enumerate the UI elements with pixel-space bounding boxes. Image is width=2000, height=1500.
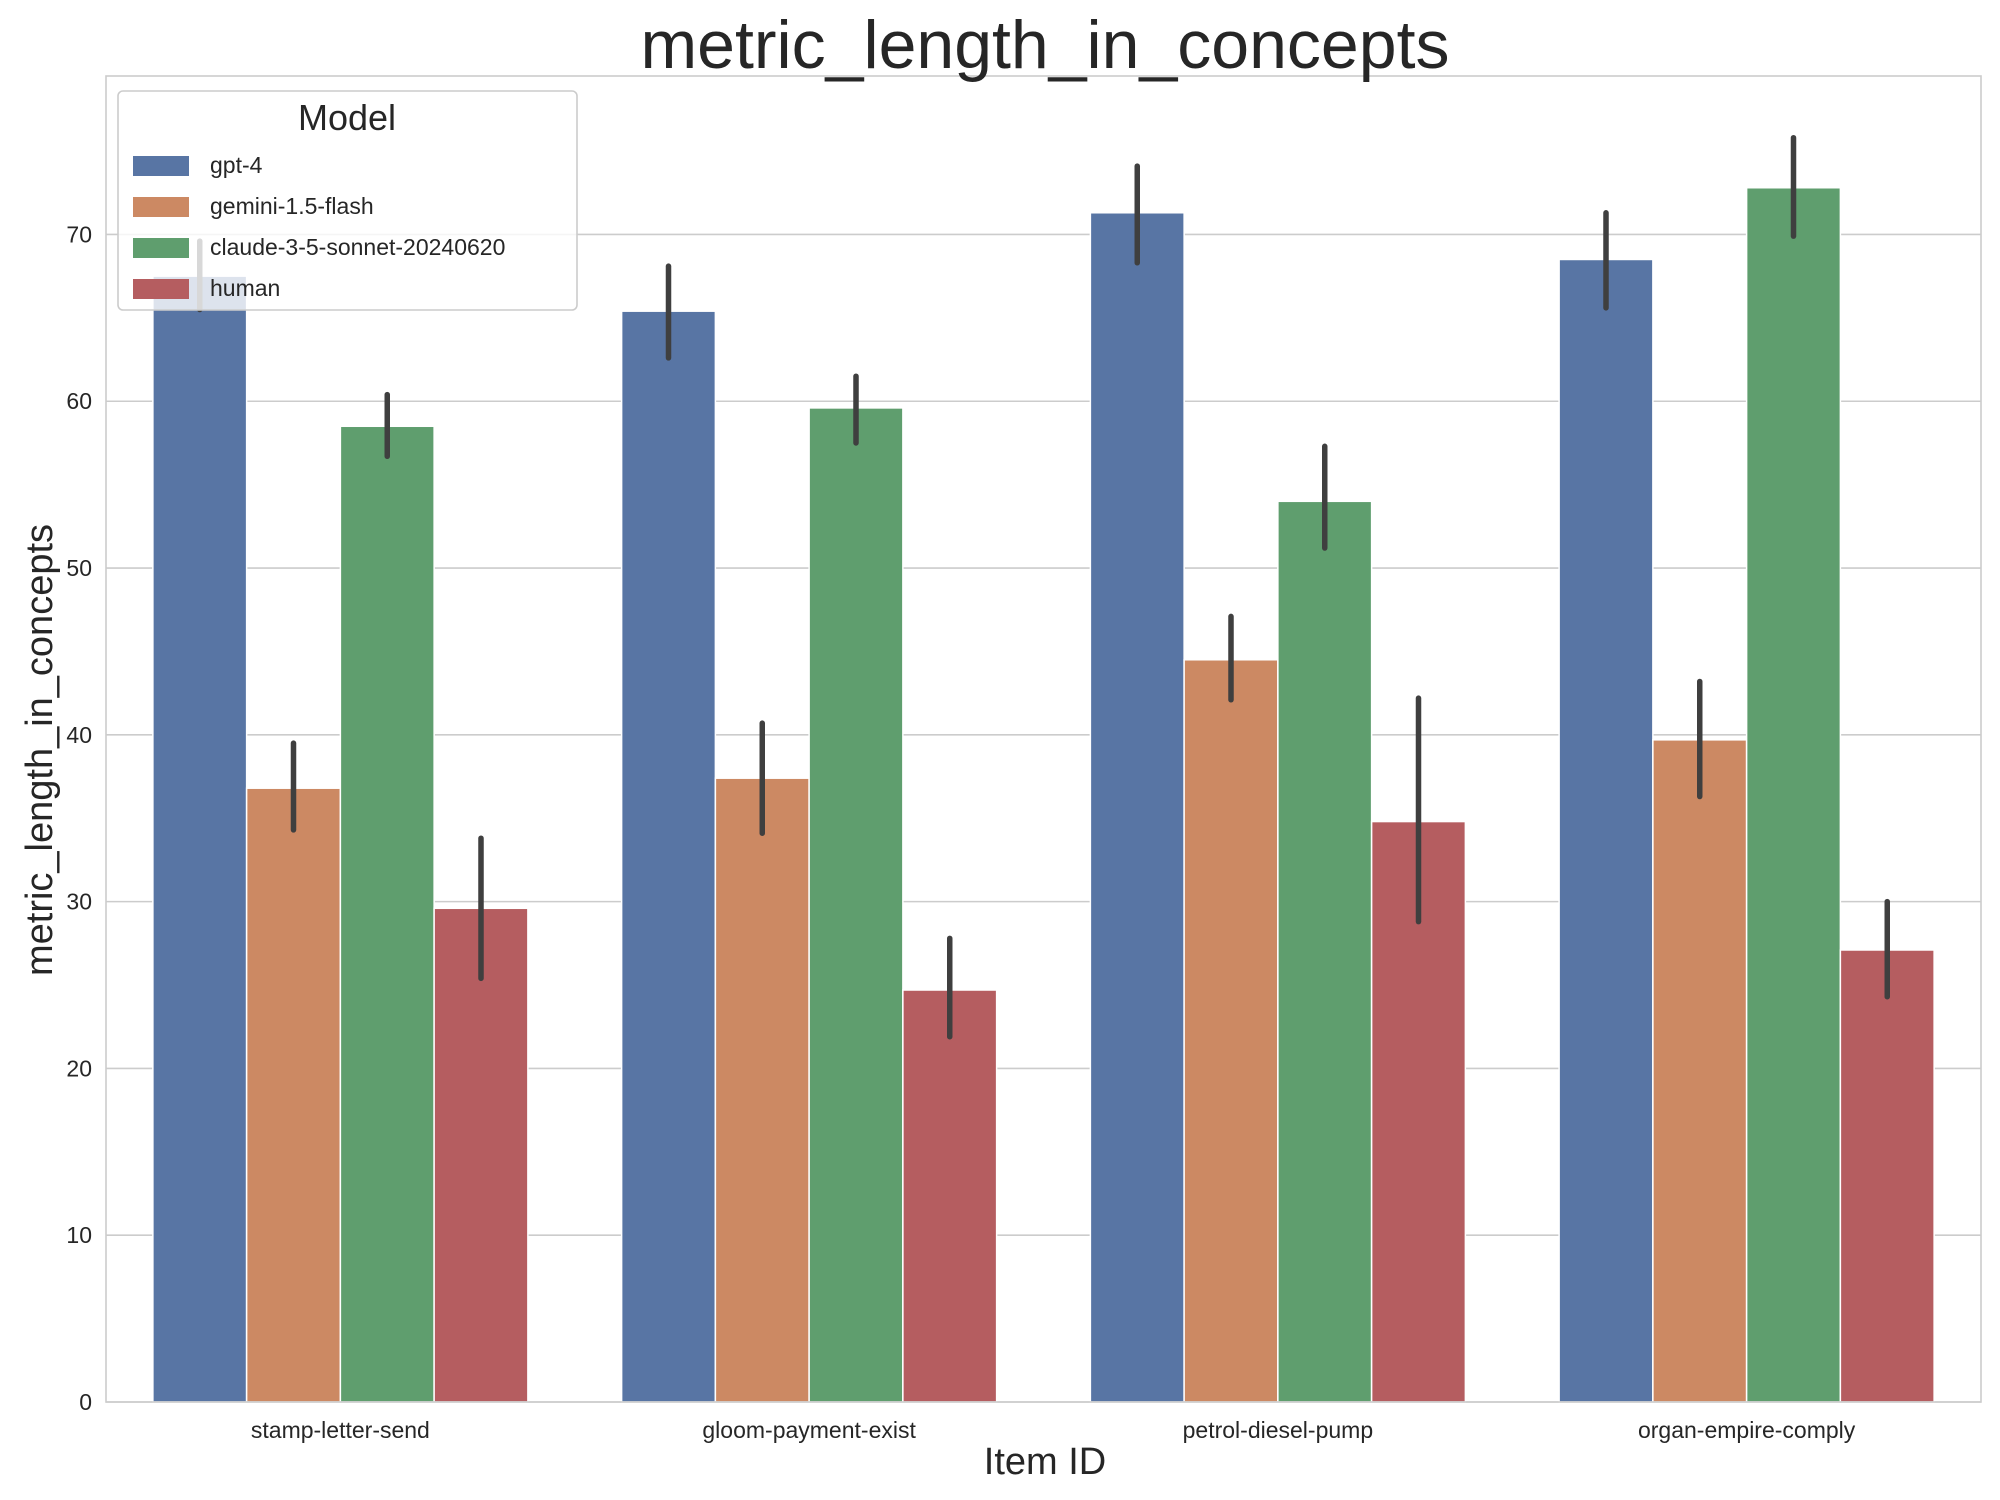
bar-gemini-1.5-flash-organ-empire-comply xyxy=(1652,739,1748,1403)
bar-claude-3-5-sonnet-20240620-stamp-letter-send xyxy=(339,425,435,1403)
y-tick-label: 40 xyxy=(66,722,92,748)
x-axis-label: Item ID xyxy=(984,1441,1106,1483)
bars xyxy=(152,187,1935,1403)
y-tick-label: 20 xyxy=(66,1055,92,1081)
bar-human-gloom-payment-exist xyxy=(902,989,998,1403)
y-tick-label: 60 xyxy=(66,388,92,414)
y-tick-label: 50 xyxy=(66,555,92,581)
y-tick-label: 10 xyxy=(66,1222,92,1248)
bar-claude-3-5-sonnet-20240620-gloom-payment-exist xyxy=(808,407,904,1403)
legend-label-gemini-1.5-flash: gemini-1.5-flash xyxy=(210,193,374,219)
bar-human-stamp-letter-send xyxy=(433,907,529,1403)
y-tick-label: 70 xyxy=(66,221,92,247)
legend-label-claude-3-5-sonnet-20240620: claude-3-5-sonnet-20240620 xyxy=(210,234,505,260)
x-tick-label: gloom-payment-exist xyxy=(702,1417,916,1443)
legend-items: gpt-4 gemini-1.5-flash claude-3-5-sonnet-2… xyxy=(133,152,505,301)
x-tick-label: stamp-letter-send xyxy=(251,1417,430,1443)
x-tick-labels: stamp-letter-send gloom-payment-exist petr… xyxy=(251,1417,1856,1443)
y-tick-labels: 0 10 20 30 40 50 60 70 xyxy=(66,221,92,1415)
legend: Model gpt-4 gemini-1.5-flash claude-3-5-so… xyxy=(117,90,578,311)
legend-swatch-human xyxy=(133,279,189,299)
bar-gemini-1.5-flash-petrol-diesel-pump xyxy=(1183,659,1279,1403)
bar-gpt-4-petrol-diesel-pump xyxy=(1089,212,1185,1403)
legend-title: Model xyxy=(298,97,396,138)
legend-swatch-claude-3-5-sonnet-20240620 xyxy=(133,238,189,258)
bar-gemini-1.5-flash-gloom-payment-exist xyxy=(714,777,810,1403)
error-bars xyxy=(197,134,1890,1040)
legend-label-gpt-4: gpt-4 xyxy=(210,152,263,178)
bar-gpt-4-gloom-payment-exist xyxy=(620,310,717,1403)
bar-human-organ-empire-comply xyxy=(1839,949,1935,1403)
legend-label-human: human xyxy=(210,275,280,301)
bar-gpt-4-organ-empire-comply xyxy=(1558,258,1654,1403)
bar-gpt-4-stamp-letter-send xyxy=(152,275,248,1403)
x-tick-label: petrol-diesel-pump xyxy=(1183,1417,1373,1443)
y-axis-label: metric_length_in_concepts xyxy=(19,524,61,976)
bar-gemini-1.5-flash-stamp-letter-send xyxy=(245,787,342,1403)
y-tick-label: 30 xyxy=(66,889,92,915)
legend-box xyxy=(117,90,578,311)
y-tick-label: 0 xyxy=(79,1389,92,1415)
chart-title: metric_length_in_concepts xyxy=(641,7,1450,83)
plot-frame xyxy=(105,75,1982,1403)
bar-claude-3-5-sonnet-20240620-petrol-diesel-pump xyxy=(1277,500,1373,1403)
x-tick-label: organ-empire-comply xyxy=(1638,1417,1856,1443)
legend-swatch-gemini-1.5-flash xyxy=(133,197,189,217)
legend-swatch-gpt-4 xyxy=(133,156,189,176)
bar-claude-3-5-sonnet-20240620-organ-empire-comply xyxy=(1745,187,1842,1403)
